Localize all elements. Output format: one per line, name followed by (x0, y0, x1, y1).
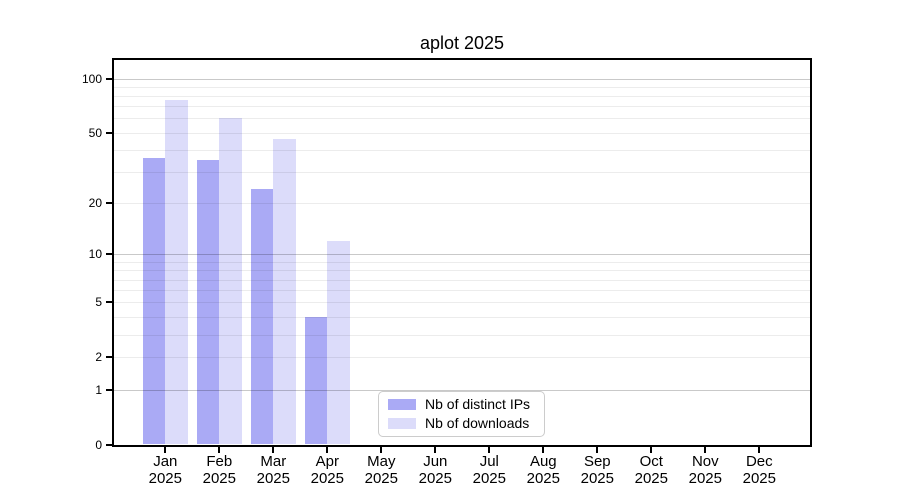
y-tick-2 (106, 356, 112, 359)
y-tick-label-20: 20 (88, 196, 102, 211)
x-tick-aug (542, 446, 545, 453)
x-tick-feb (218, 446, 221, 453)
x-tick-label-feb: Feb 2025 (202, 453, 236, 487)
bar-feb-nb-of-distinct-ips (196, 160, 220, 445)
x-tick-label-oct: Oct 2025 (634, 453, 668, 487)
bar-jan-nb-of-distinct-ips (142, 158, 166, 445)
chart-title: aplot 2025 (419, 33, 505, 53)
bar-jan-nb-of-downloads (165, 100, 188, 445)
x-tick-apr (326, 446, 329, 453)
legend-swatch-distinct-ips (388, 399, 416, 410)
x-tick-jan (164, 446, 167, 453)
y-tick-label-1: 1 (95, 382, 102, 397)
x-tick-label-jun: Jun 2025 (418, 453, 452, 487)
x-tick-mar (272, 446, 275, 453)
x-tick-label-aug: Aug 2025 (526, 453, 560, 487)
y-tick-50 (106, 131, 112, 134)
y-tick-label-50: 50 (88, 125, 102, 140)
bar-apr-nb-of-distinct-ips (304, 316, 328, 445)
bar-feb-nb-of-downloads (219, 118, 242, 445)
legend-swatch-downloads (388, 418, 416, 429)
y-tick-label-2: 2 (95, 350, 102, 365)
x-tick-label-jul: Jul 2025 (472, 453, 506, 487)
bar-mar-nb-of-distinct-ips (250, 189, 274, 445)
y-tick-10 (106, 253, 112, 256)
x-tick-jun (434, 446, 437, 453)
y-tick-20 (106, 202, 112, 205)
x-tick-oct (650, 446, 653, 453)
x-tick-label-nov: Nov 2025 (688, 453, 722, 487)
x-tick-label-mar: Mar 2025 (256, 453, 290, 487)
x-tick-jul (488, 446, 491, 453)
y-tick-label-5: 5 (95, 295, 102, 310)
bar-apr-nb-of-downloads (327, 241, 350, 445)
legend: Nb of distinct IPs Nb of downloads (378, 391, 545, 437)
x-tick-may (380, 446, 383, 453)
y-tick-label-100: 100 (81, 71, 102, 86)
legend-item-downloads: Nb of downloads (388, 416, 544, 431)
x-tick-dec (758, 446, 761, 453)
x-tick-label-may: May 2025 (364, 453, 398, 487)
legend-item-distinct-ips: Nb of distinct IPs (388, 397, 544, 412)
y-tick-label-0: 0 (95, 437, 102, 452)
x-tick-label-sep: Sep 2025 (580, 453, 614, 487)
y-tick-0 (106, 443, 112, 446)
x-tick-label-jan: Jan 2025 (148, 453, 182, 487)
y-tick-1 (106, 388, 112, 391)
x-tick-label-apr: Apr 2025 (310, 453, 344, 487)
y-tick-100 (106, 77, 112, 80)
legend-label-distinct-ips: Nb of distinct IPs (425, 396, 531, 412)
y-tick-label-10: 10 (88, 247, 102, 262)
x-tick-nov (704, 446, 707, 453)
x-tick-label-dec: Dec 2025 (742, 453, 776, 487)
bar-mar-nb-of-downloads (273, 139, 296, 445)
y-tick-5 (106, 301, 112, 304)
legend-label-downloads: Nb of downloads (425, 415, 530, 431)
x-tick-sep (596, 446, 599, 453)
